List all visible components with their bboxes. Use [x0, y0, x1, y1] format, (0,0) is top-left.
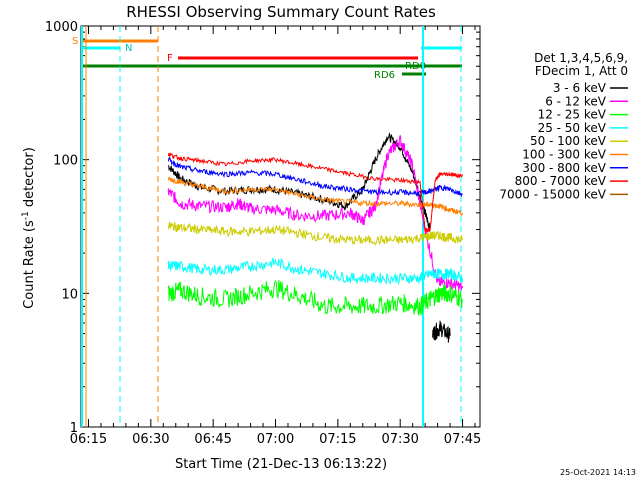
- chart-title: RHESSI Observing Summary Count Rates: [126, 3, 436, 21]
- x-axis-ticks: 06:15 06:30 06:45 07:00 07:15 07:30 07:45: [70, 26, 481, 447]
- vertical-markers: [81, 26, 462, 427]
- saa-label: S: [72, 36, 78, 47]
- y-tick-label: 1000: [45, 20, 78, 35]
- plot-frame: [80, 25, 481, 428]
- series-line: [167, 257, 463, 286]
- legend-label: 6 - 12 keV: [545, 94, 607, 108]
- series-line: [167, 279, 463, 317]
- x-tick-label: 07:30: [381, 432, 418, 447]
- series-line: [167, 156, 463, 197]
- x-tick-label: 06:15: [70, 432, 107, 447]
- footer-date: 25-Oct-2021 14:13: [560, 468, 636, 477]
- legend-header: Det 1,3,4,5,6,9,: [534, 51, 628, 65]
- y-tick-label: 1: [70, 421, 78, 436]
- legend-label: 25 - 50 keV: [538, 121, 607, 135]
- x-tick-label: 06:45: [194, 432, 231, 447]
- x-tick-label: 07:00: [257, 432, 294, 447]
- night-label: N: [125, 43, 132, 54]
- data-series: [167, 131, 463, 343]
- legend: Det 1,3,4,5,6,9,FDecim 1, Att 0 3 - 6 keV…: [499, 51, 628, 201]
- decim2-label: RD6: [374, 70, 395, 81]
- y-tick-label: 100: [53, 154, 78, 169]
- series-line: [167, 176, 463, 217]
- y-axis-label: Count Rate (s-1 detector): [21, 147, 37, 309]
- series-line: [167, 152, 463, 233]
- flare-label: F: [167, 53, 173, 64]
- legend-label: 300 - 800 keV: [522, 161, 606, 175]
- y-tick-label: 10: [61, 287, 78, 302]
- flag-markers: S N F RD0 RD6: [72, 36, 462, 81]
- legend-label: 100 - 300 keV: [522, 148, 606, 162]
- x-tick-label: 07:45: [444, 432, 481, 447]
- legend-label: 50 - 100 keV: [530, 134, 607, 148]
- series-line: [168, 131, 431, 231]
- series-line-segment: [432, 320, 451, 343]
- legend-label: 7000 - 15000 keV: [499, 187, 606, 201]
- x-axis-label: Start Time (21-Dec-13 06:13:22): [175, 457, 387, 472]
- legend-header: FDecim 1, Att 0: [535, 64, 628, 78]
- decim-label: RD0: [405, 61, 426, 72]
- series-line: [167, 221, 463, 246]
- legend-label: 800 - 7000 keV: [515, 174, 607, 188]
- legend-label: 12 - 25 keV: [538, 108, 607, 122]
- x-tick-label: 06:30: [132, 432, 169, 447]
- legend-label: 3 - 6 keV: [553, 81, 607, 95]
- x-tick-label: 07:15: [319, 432, 356, 447]
- y-axis-ticks: 1 10 100 1000: [45, 20, 480, 436]
